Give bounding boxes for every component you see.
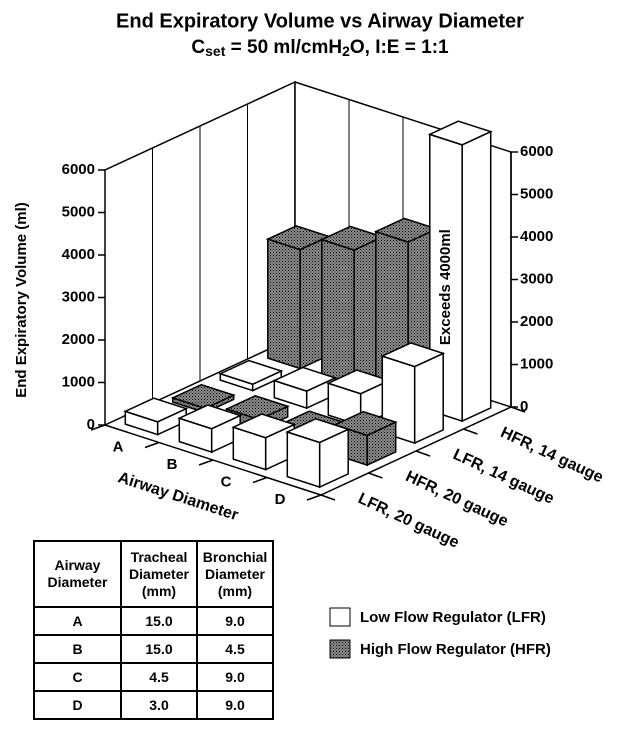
table-cell: 4.5	[196, 634, 274, 664]
legend-label: Low Flow Regulator (LFR)	[360, 609, 546, 626]
header-line: Diameter	[129, 565, 189, 582]
table-row: B 15.0 4.5	[33, 634, 274, 664]
table-header-cell: Airway Diameter	[33, 540, 122, 608]
table-cell: A	[33, 606, 122, 636]
table-cell: 15.0	[120, 606, 198, 636]
category-tick	[198, 459, 214, 466]
table-header-cell: Tracheal Diameter (mm)	[120, 540, 198, 608]
subtitle-part: = 50 ml/cmH	[225, 37, 342, 58]
x-tick-label: D	[275, 491, 286, 508]
header-line: Diameter	[47, 574, 108, 590]
bar-top	[285, 417, 351, 444]
table-cell: 15.0	[120, 634, 198, 664]
bar-top	[123, 397, 189, 423]
x-tick-label: A	[113, 439, 124, 456]
y2-tick-label: 6000	[520, 143, 553, 160]
header-line: Airway	[54, 557, 101, 573]
x-tick-label: B	[167, 456, 178, 473]
table-cell: D	[33, 690, 122, 720]
subtitle-part: O, I:E = 1:1	[350, 37, 449, 58]
category-tick	[252, 476, 268, 484]
bar-top	[224, 394, 290, 421]
bar-top	[272, 366, 338, 392]
bar-top	[170, 383, 236, 410]
table-cell: 3.0	[120, 690, 198, 720]
header-line: Bronchial	[202, 548, 268, 565]
y-tick-label: 6000	[62, 161, 95, 178]
header-line: Tracheal	[130, 548, 188, 565]
y2-tick-label: 4000	[520, 228, 553, 245]
category-tick	[90, 424, 106, 431]
table-header-row: Airway Diameter Tracheal Diameter (mm) Bronch…	[33, 540, 274, 608]
chart-subtitle: Cset = 50 ml/cmH2O, I:E = 1:1	[191, 37, 449, 59]
legend-swatch	[329, 607, 351, 627]
series-tick	[368, 472, 383, 479]
bar-side	[461, 130, 492, 423]
subtitle-part: 2	[342, 43, 350, 59]
category-tick	[306, 494, 322, 501]
y-tick-label: 3000	[62, 288, 95, 305]
header-line: Diameter	[205, 565, 265, 582]
bar-front	[267, 238, 301, 370]
header-line: (mm)	[141, 582, 177, 599]
y-tick-label: 2000	[62, 331, 95, 348]
series-tick	[415, 450, 431, 457]
chart-title: End Expiratory Volume vs Airway Diameter	[116, 10, 524, 32]
table-cell: 9.0	[196, 606, 274, 636]
x-tick-label: C	[221, 474, 232, 491]
y-axis-title: End Expiratory Volume (ml)	[13, 202, 30, 398]
y-tick-label: 4000	[62, 246, 95, 263]
bar-side	[413, 352, 444, 445]
table-header-cell: Bronchial Diameter (mm)	[196, 540, 274, 608]
legend-label: High Flow Regulator (HFR)	[360, 641, 551, 658]
bar-top	[427, 120, 493, 146]
legend-swatch	[329, 639, 351, 659]
series-tick	[463, 428, 478, 435]
diameter-table: Airway Diameter Tracheal Diameter (mm) Bronch…	[33, 540, 274, 720]
y2-tick-label: 2000	[520, 313, 553, 330]
header-line: (mm)	[217, 582, 253, 599]
bar-top	[231, 413, 297, 439]
subtitle-part: C	[191, 37, 205, 58]
y-tick-label: 1000	[62, 373, 95, 390]
y2-tick-label: 0	[520, 398, 528, 415]
table-cell: C	[33, 662, 122, 692]
annotation: Exceeds 4000ml	[437, 229, 454, 345]
table-cell: B	[33, 634, 122, 664]
table-row: C 4.5 9.0	[33, 662, 274, 692]
bar-top	[380, 342, 446, 368]
table-cell: 9.0	[196, 662, 274, 692]
bar-top	[218, 359, 284, 386]
bar-top	[332, 410, 398, 437]
y-tick-label: 5000	[62, 203, 95, 220]
table-row: D 3.0 9.0	[33, 690, 274, 720]
y-tick-label: 0	[87, 416, 95, 433]
bar-front	[321, 238, 355, 388]
table-cell: 4.5	[120, 662, 198, 692]
y2-tick-label: 3000	[520, 270, 553, 287]
table-cell: 9.0	[196, 690, 274, 720]
series-tick	[320, 494, 336, 501]
category-tick	[144, 441, 160, 449]
series-tick	[510, 406, 526, 413]
y2-tick-label: 5000	[520, 185, 553, 202]
bar-top	[177, 404, 243, 430]
table-row: A 15.0 9.0	[33, 606, 274, 636]
subtitle-part: set	[205, 43, 226, 59]
y2-tick-label: 1000	[520, 355, 553, 372]
